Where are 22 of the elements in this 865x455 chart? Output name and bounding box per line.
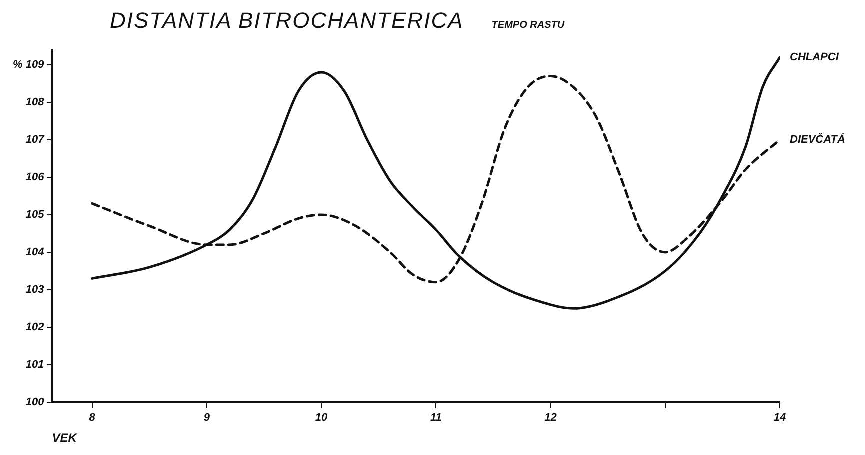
x-tick-label: 8 bbox=[89, 412, 96, 424]
x-tick-label: 10 bbox=[315, 412, 329, 424]
y-tick-label: 108 bbox=[26, 96, 46, 109]
x-tick-label: 14 bbox=[774, 412, 786, 424]
series-label: DIEVČATÁ bbox=[790, 133, 846, 146]
line-series bbox=[91, 56, 780, 310]
x-tick-label: 11 bbox=[430, 412, 442, 424]
y-tick-label: 104 bbox=[26, 246, 44, 258]
y-tick-label: 101 bbox=[26, 358, 44, 371]
y-tick-label: 100 bbox=[26, 396, 46, 408]
y-tick-label: 105 bbox=[26, 208, 46, 221]
y-tick-label: 106 bbox=[26, 171, 46, 184]
y-tick-label: 107 bbox=[26, 134, 46, 146]
x-tick-label: 12 bbox=[544, 412, 557, 424]
chart-title: DISTANTIA BITROCHANTERICA bbox=[110, 8, 464, 33]
x-axis-title: VEK bbox=[52, 431, 78, 446]
y-tick-label: 102 bbox=[26, 321, 44, 334]
chart-subtitle: TEMPO RASTU bbox=[492, 20, 565, 31]
y-tick-label: 103 bbox=[26, 284, 44, 296]
y-tick-label: % 109 bbox=[12, 59, 46, 72]
x-tick-label: 9 bbox=[204, 412, 211, 424]
series-label: CHLAPCI bbox=[790, 52, 840, 64]
